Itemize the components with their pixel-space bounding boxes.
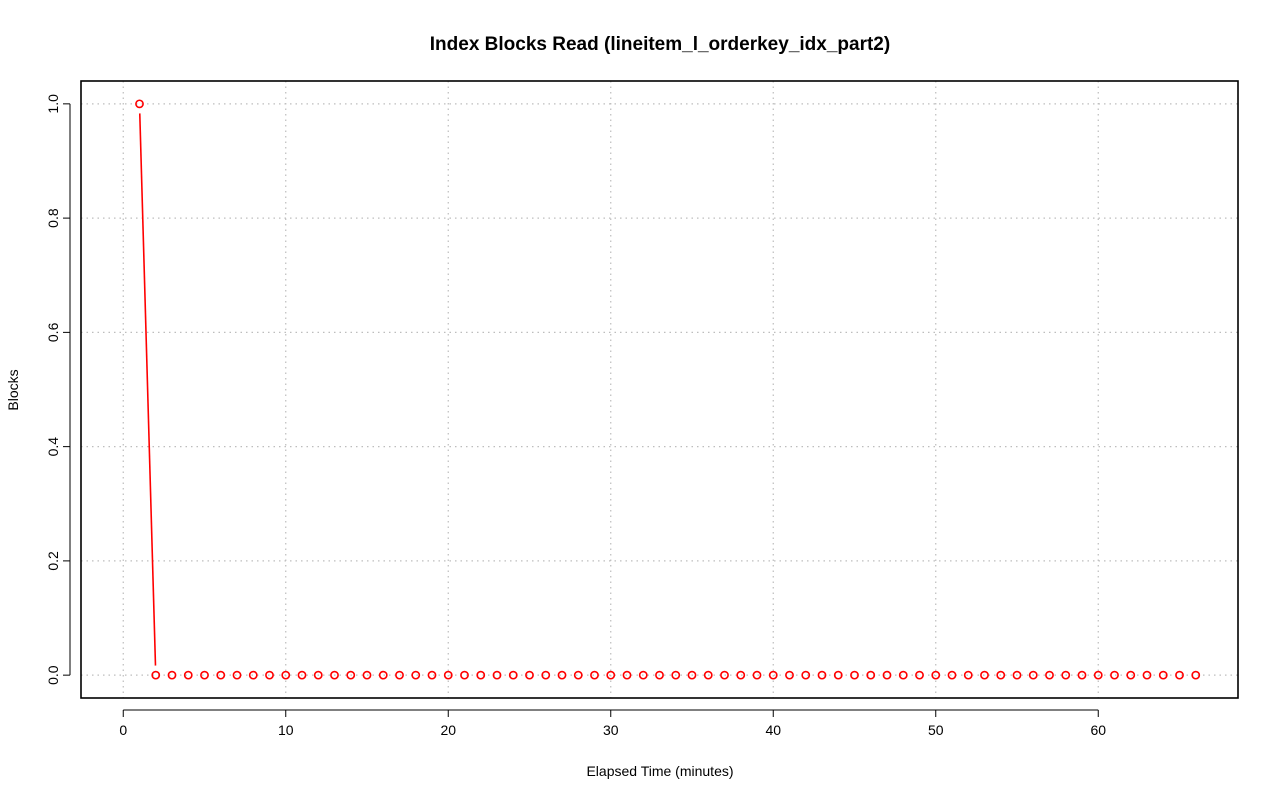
data-point bbox=[492, 670, 502, 680]
data-point bbox=[752, 670, 762, 680]
data-point bbox=[801, 670, 811, 680]
data-point bbox=[541, 670, 551, 680]
data-point bbox=[330, 670, 339, 680]
data-point bbox=[232, 670, 242, 680]
data-point bbox=[1077, 670, 1087, 680]
data-point bbox=[508, 670, 518, 680]
data-point bbox=[200, 670, 209, 680]
x-tick-label: 20 bbox=[440, 722, 456, 738]
axes: 0 10 20 30 40 50 60 0.0 0.2 0.4 0.6 0.8 1.0 bbox=[45, 94, 1106, 738]
data-point bbox=[476, 670, 486, 680]
data-point bbox=[655, 670, 664, 680]
plot-frame bbox=[80, 80, 1239, 699]
data-point bbox=[378, 670, 388, 680]
data-point bbox=[1191, 670, 1201, 680]
x-tick-label: 50 bbox=[928, 722, 944, 738]
chart-title: Index Blocks Read (lineitem_l_orderkey_i… bbox=[430, 34, 890, 55]
data-point bbox=[882, 670, 892, 680]
x-tick-label: 40 bbox=[765, 722, 781, 738]
data-point bbox=[151, 670, 161, 680]
data-point bbox=[1142, 670, 1152, 680]
x-axis-label: Elapsed Time (minutes) bbox=[586, 763, 733, 779]
grid-lines bbox=[81, 81, 1238, 698]
data-point bbox=[1126, 670, 1136, 680]
data-point bbox=[996, 670, 1006, 680]
data-point bbox=[297, 670, 307, 680]
data-point bbox=[1045, 670, 1054, 680]
data-point bbox=[1110, 670, 1119, 680]
y-tick-label: 0.0 bbox=[45, 665, 61, 685]
data-point bbox=[557, 670, 567, 680]
data-point bbox=[866, 670, 876, 680]
x-tick-label: 0 bbox=[119, 722, 127, 738]
data-point bbox=[606, 670, 616, 680]
data-point bbox=[638, 670, 648, 680]
series-blocks bbox=[135, 99, 1201, 680]
data-point bbox=[931, 670, 941, 680]
data-point bbox=[573, 670, 583, 680]
data-point bbox=[590, 670, 599, 680]
data-point bbox=[671, 670, 681, 680]
data-point bbox=[622, 670, 632, 680]
data-point bbox=[411, 670, 421, 680]
data-point bbox=[736, 670, 746, 680]
data-point bbox=[1012, 670, 1022, 680]
y-tick-label: 1.0 bbox=[45, 94, 61, 114]
data-point bbox=[1093, 670, 1103, 680]
y-tick-label: 0.8 bbox=[45, 208, 61, 228]
data-point bbox=[1175, 670, 1184, 680]
data-point bbox=[980, 670, 989, 680]
data-point bbox=[768, 670, 778, 680]
data-point bbox=[346, 670, 356, 680]
y-tick-label: 0.4 bbox=[45, 437, 61, 457]
data-point bbox=[720, 670, 729, 680]
data-point bbox=[525, 670, 534, 680]
data-point bbox=[1061, 670, 1071, 680]
data-point bbox=[833, 670, 843, 680]
data-point bbox=[248, 670, 258, 680]
data-point bbox=[1158, 670, 1168, 680]
x-tick-label: 30 bbox=[603, 722, 619, 738]
data-point bbox=[167, 670, 177, 680]
data-point bbox=[216, 670, 226, 680]
y-axis-label: Blocks bbox=[5, 369, 21, 410]
data-point bbox=[443, 670, 453, 680]
data-point bbox=[687, 670, 697, 680]
y-tick-label: 0.6 bbox=[45, 322, 61, 342]
data-point bbox=[265, 670, 274, 680]
data-point bbox=[460, 670, 469, 680]
data-point bbox=[135, 99, 144, 109]
data-point bbox=[963, 670, 973, 680]
data-point bbox=[898, 670, 908, 680]
x-tick-label: 10 bbox=[278, 722, 294, 738]
data-point bbox=[427, 670, 437, 680]
x-tick-label: 60 bbox=[1090, 722, 1106, 738]
data-point bbox=[183, 670, 193, 680]
data-point bbox=[281, 670, 291, 680]
series-line-segment bbox=[138, 113, 157, 666]
data-point bbox=[947, 670, 957, 680]
y-tick-label: 0.2 bbox=[45, 551, 61, 571]
data-point bbox=[395, 670, 404, 680]
data-point bbox=[1028, 670, 1038, 680]
data-point bbox=[915, 670, 924, 680]
data-point bbox=[362, 670, 372, 680]
data-point bbox=[313, 670, 323, 680]
data-point bbox=[850, 670, 859, 680]
data-point bbox=[817, 670, 827, 680]
data-point bbox=[785, 670, 794, 680]
data-point bbox=[703, 670, 713, 680]
